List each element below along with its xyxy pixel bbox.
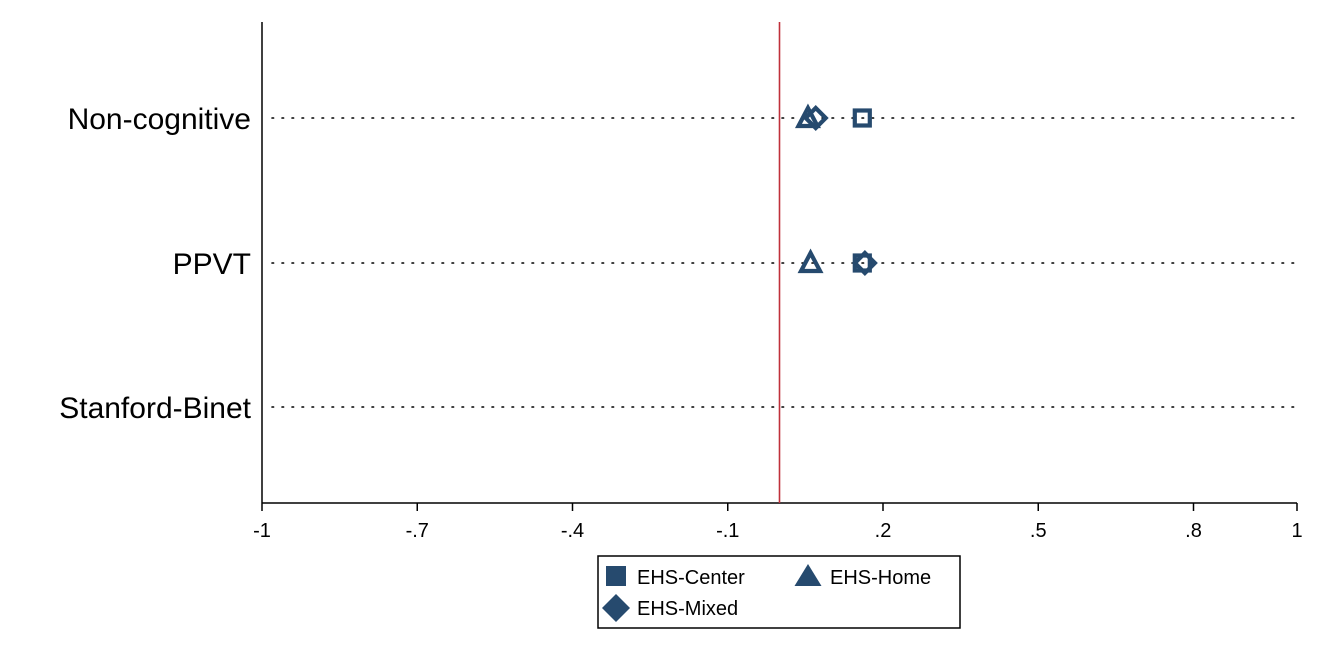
- x-tick-label: -.4: [561, 520, 584, 542]
- legend-marker: [794, 564, 822, 586]
- y-tick-label: PPVT: [173, 248, 251, 281]
- point-ehs-mixed: [851, 250, 878, 276]
- y-tick-label: Non-cognitive: [68, 103, 251, 136]
- x-tick-label: .2: [875, 520, 892, 542]
- x-tick-label: -.1: [716, 520, 739, 542]
- x-tick-label: 1: [1291, 520, 1302, 542]
- legend-marker: [602, 594, 630, 622]
- point-ehs-center: [852, 108, 872, 128]
- x-tick-label: -1: [253, 520, 271, 542]
- y-tick-label: Stanford-Binet: [59, 392, 251, 425]
- legend-label: EHS-Home: [830, 567, 931, 589]
- x-tick-label: .8: [1185, 520, 1202, 542]
- x-tick-label: -.7: [406, 520, 429, 542]
- legend-label: EHS-Mixed: [637, 598, 738, 620]
- point-ehs-home: [794, 103, 821, 129]
- legend-box: [597, 555, 961, 629]
- x-tick-label: .5: [1030, 520, 1047, 542]
- legend-label: EHS-Center: [637, 567, 745, 589]
- point-ehs-home: [797, 248, 824, 274]
- point-ehs-mixed: [802, 105, 829, 131]
- legend-marker: [606, 566, 626, 586]
